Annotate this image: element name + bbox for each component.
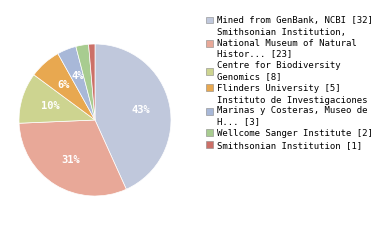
Text: 6%: 6%	[58, 80, 70, 90]
Text: 43%: 43%	[132, 105, 150, 115]
Wedge shape	[89, 44, 95, 120]
Wedge shape	[76, 44, 95, 120]
Wedge shape	[58, 47, 95, 120]
Wedge shape	[19, 120, 126, 196]
Text: 4%: 4%	[71, 71, 84, 81]
Wedge shape	[95, 44, 171, 189]
Wedge shape	[19, 75, 95, 123]
Text: 10%: 10%	[41, 101, 59, 111]
Wedge shape	[34, 54, 95, 120]
Legend: Mined from GenBank, NCBI [32], Smithsonian Institution,
National Museum of Natur: Mined from GenBank, NCBI [32], Smithsoni…	[204, 14, 374, 152]
Text: 31%: 31%	[61, 155, 80, 165]
